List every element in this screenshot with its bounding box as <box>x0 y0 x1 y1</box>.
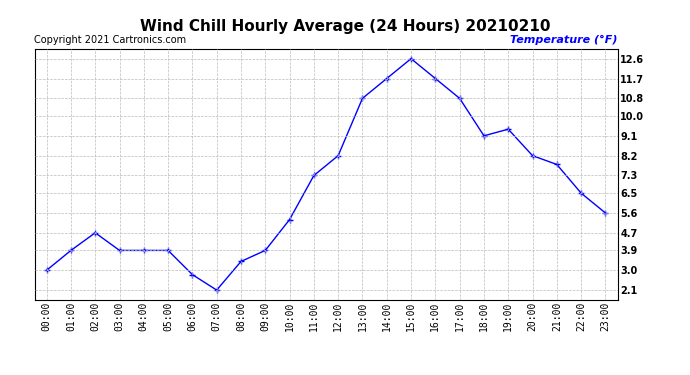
Text: Wind Chill Hourly Average (24 Hours) 20210210: Wind Chill Hourly Average (24 Hours) 202… <box>140 19 550 34</box>
Text: Temperature (°F): Temperature (°F) <box>510 35 618 45</box>
Text: Copyright 2021 Cartronics.com: Copyright 2021 Cartronics.com <box>34 35 186 45</box>
